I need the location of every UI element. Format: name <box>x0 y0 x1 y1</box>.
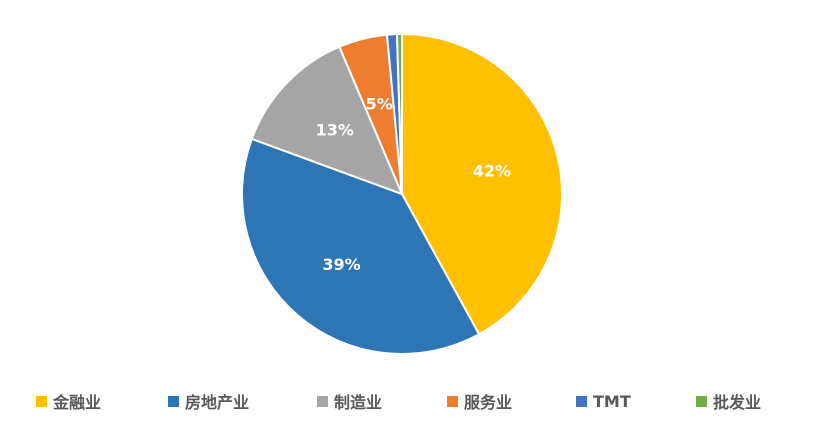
pie-slice <box>401 33 563 336</box>
legend-item-wholesale: 批发业 <box>696 388 761 414</box>
legend-item-real-estate: 房地产业 <box>168 388 249 414</box>
legend-label: 制造业 <box>334 393 383 412</box>
slice-data-label: 42% <box>473 161 511 180</box>
pie-chart-plot: 42% 39% 13% 5% <box>241 33 563 355</box>
legend-label: 房地产业 <box>185 393 250 412</box>
slice-data-label: 39% <box>322 255 360 274</box>
pie-slice <box>250 45 403 195</box>
legend-swatch <box>168 395 179 407</box>
legend-item-services: 服务业 <box>447 388 512 414</box>
legend-label: 服务业 <box>464 393 513 412</box>
legend-item-tmt: TMT <box>576 388 631 414</box>
legend-label: TMT <box>593 391 631 411</box>
chart-legend: 金融业 房地产业 制造业 服务业 TMT 批发业 <box>36 388 796 414</box>
slice-data-label: 13% <box>316 121 354 140</box>
legend-item-finance: 金融业 <box>36 388 101 414</box>
pie-slice <box>241 137 481 355</box>
legend-swatch <box>696 395 707 407</box>
legend-item-manufacturing: 制造业 <box>317 388 382 414</box>
pie-slice <box>395 33 403 195</box>
legend-swatch <box>576 395 587 407</box>
legend-swatch <box>317 395 328 407</box>
legend-label: 批发业 <box>713 393 762 412</box>
slice-data-label: 5% <box>366 95 393 114</box>
legend-swatch <box>447 395 458 407</box>
legend-swatch <box>36 395 47 407</box>
legend-label: 金融业 <box>53 393 102 412</box>
